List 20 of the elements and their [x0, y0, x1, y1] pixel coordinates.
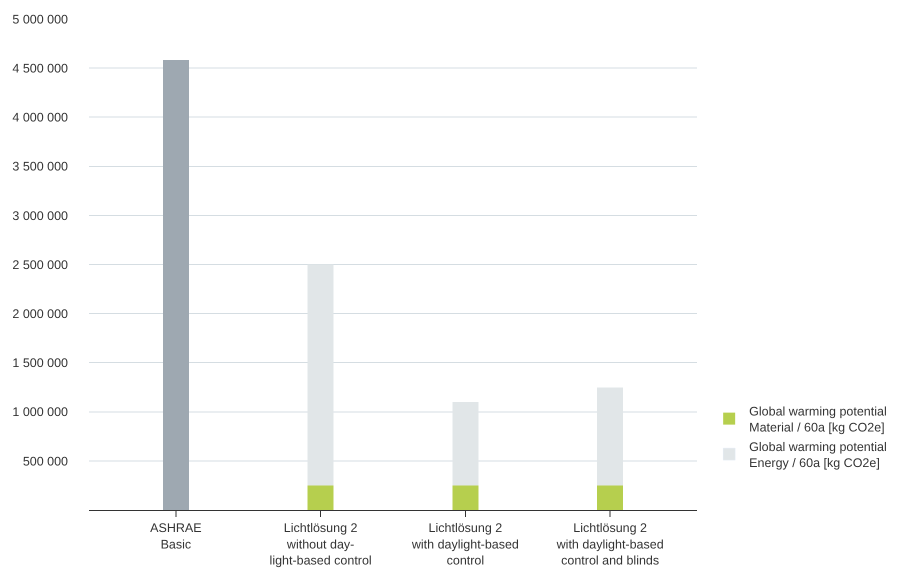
bar [308, 485, 334, 510]
y-tick-label: 2 500 000 [12, 258, 68, 272]
y-tick-label: 5 000 000 [12, 12, 68, 26]
y-tick-label: 4 500 000 [12, 61, 68, 76]
y-tick-label: 1 000 000 [12, 405, 68, 420]
y-tick-label: 2 000 000 [12, 306, 68, 321]
bar [597, 485, 624, 510]
legend-label: Global warming potential Energy / 60a [kg CO2e] [749, 440, 887, 470]
y-tick-label: 3 000 000 [12, 208, 68, 223]
x-tick-label: ASHRAE Basic [150, 521, 202, 552]
bar [452, 485, 478, 510]
bar [162, 60, 189, 510]
x-tick-label: Lichtlösung 2 with daylight-based control and blinds [556, 521, 664, 568]
x-tick-label: Lichtlösung 2 without day- light-based control [270, 521, 372, 568]
legend-label: Global warming potential Material / 60a [kg CO2e] [749, 404, 887, 435]
y-tick-label: 1 500 000 [12, 356, 68, 370]
y-tick-label: 4 000 000 [12, 110, 68, 125]
y-tick-label: 3 500 000 [12, 160, 68, 174]
y-tick-label: 500 000 [22, 454, 68, 468]
x-tick-label: Lichtlösung 2 with daylight-based control [410, 521, 519, 568]
